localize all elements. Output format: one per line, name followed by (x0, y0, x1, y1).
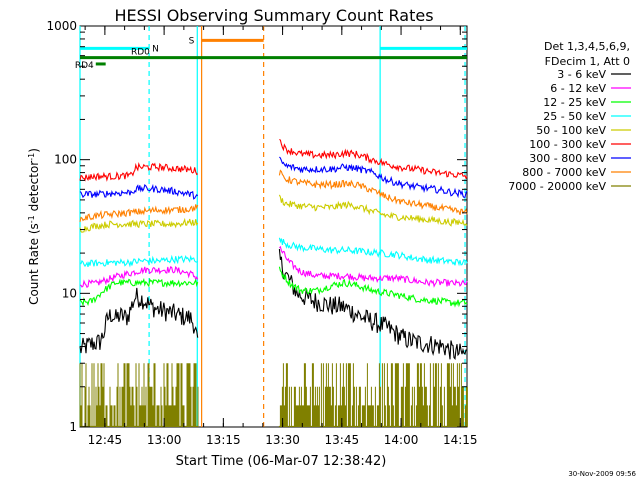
legend-header: Det 1,3,4,5,6,9, (544, 40, 630, 53)
legend: Det 1,3,4,5,6,9, FDecim 1, Att 03 - 6 keV… (508, 40, 631, 193)
series-line (278, 237, 468, 267)
legend-entry-label: 6 - 12 keV (550, 82, 606, 95)
series-line (79, 287, 199, 354)
annotation-label: S (189, 36, 195, 46)
series-line (79, 363, 199, 427)
legend-entry-label: 25 - 50 keV (543, 110, 606, 123)
x-axis-label: Start Time (06-Mar-07 12:38:42) (176, 454, 387, 469)
x-tick-label: 12:45 (88, 433, 123, 447)
chart-title: HESSI Observing Summary Count Rates (114, 6, 433, 25)
series-line (279, 245, 468, 288)
y-axis-label: Count Rate (s-1 detector-1) (27, 148, 42, 305)
x-tick-label: 13:15 (206, 433, 241, 447)
annotation-label: N (152, 44, 159, 54)
series-line (278, 249, 468, 361)
y-tick-label: 100 (54, 153, 77, 167)
series-line (79, 161, 199, 182)
y-tick-label: 1000 (46, 19, 77, 33)
timestamp-label: 30-Nov-2009 09:56 (568, 470, 636, 478)
y-axis-label-part: detector (27, 161, 41, 216)
series-line (79, 277, 199, 307)
series-line (278, 169, 468, 216)
series-line (279, 138, 468, 180)
x-tick-label: 13:00 (147, 433, 182, 447)
y-axis-label-part: ) (27, 148, 41, 153)
annotation-label: RD0 (131, 48, 150, 58)
series-line (79, 217, 199, 233)
legend-entry-label: 100 - 300 keV (529, 138, 606, 151)
series-line (278, 363, 468, 427)
y-tick-label: 1 (69, 420, 77, 434)
x-tick-label: 14:15 (443, 433, 478, 447)
series-line (278, 194, 468, 227)
series-line (79, 204, 199, 223)
x-tick-label: 13:45 (325, 433, 360, 447)
series-line (79, 254, 199, 268)
x-tick-label: 14:00 (384, 433, 419, 447)
legend-entry-label: 3 - 6 keV (557, 68, 606, 81)
legend-entry-label: 12 - 25 keV (543, 96, 606, 109)
series-line (279, 156, 468, 199)
legend-entry-label: 800 - 7000 keV (522, 166, 606, 179)
y-axis-label-part: Count Rate (s (27, 223, 41, 305)
legend-entry-label: 300 - 800 keV (529, 152, 606, 165)
series-line (79, 183, 199, 200)
y-axis-label-part: -1 (27, 215, 36, 223)
legend-header: FDecim 1, Att 0 (545, 55, 630, 68)
legend-entry-label: 7000 - 20000 keV (508, 180, 606, 193)
legend-entry-label: 50 - 100 keV (536, 124, 606, 137)
y-tick-label: 10 (62, 286, 77, 300)
x-tick-label: 13:30 (265, 433, 300, 447)
y-axis-label-part: -1 (27, 153, 36, 161)
series-line (278, 266, 468, 308)
series-line (79, 265, 199, 289)
